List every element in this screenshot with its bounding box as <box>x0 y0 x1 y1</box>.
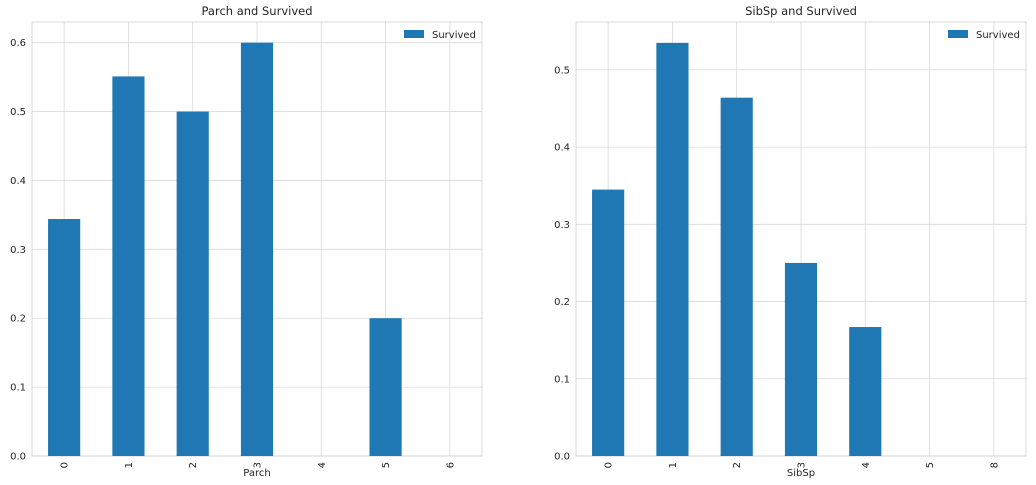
x-tick-label: 8 <box>989 462 1000 468</box>
y-tick-label: 0.6 <box>10 38 26 49</box>
x-tick-label: 3 <box>253 462 264 468</box>
x-tick-label: 3 <box>797 462 808 468</box>
y-tick-label: 0.2 <box>10 314 26 325</box>
x-axis-label: SibSp <box>787 468 815 479</box>
x-tick-label: 1 <box>668 462 679 468</box>
bar-sibsp-0 <box>592 189 625 456</box>
y-tick-label: 0.3 <box>10 245 26 256</box>
x-tick-label: 5 <box>925 462 936 468</box>
bar-sibsp-3 <box>784 262 818 456</box>
chart-parch: 0.0 0.1 0.2 0.3 0.4 0.5 0.6 0 1 2 3 4 5 6 Parch Parch a… <box>10 4 483 479</box>
bar-parch-3 <box>240 42 274 457</box>
legend-swatch <box>948 30 968 38</box>
x-tick-label: 0 <box>60 462 71 468</box>
bar-sibsp-4 <box>849 327 882 456</box>
legend-label: Survived <box>976 30 1020 41</box>
chart-title: Parch and Survived <box>202 4 313 18</box>
bar-parch-2 <box>176 111 209 457</box>
x-axis-label: Parch <box>243 468 270 479</box>
x-tick-label: 5 <box>381 462 392 468</box>
x-tick-label: 4 <box>861 462 872 468</box>
x-tick-label: 2 <box>188 462 199 468</box>
bar-parch-1 <box>112 76 145 456</box>
y-tick-label: 0.3 <box>554 220 570 231</box>
y-tick-label: 0.5 <box>554 65 570 76</box>
y-tick-label: 0.0 <box>554 452 570 463</box>
y-tick-label: 0.1 <box>554 374 570 385</box>
x-tick-label: 4 <box>317 462 328 468</box>
chart-sibsp: 0.0 0.1 0.2 0.3 0.4 0.5 0 1 2 3 4 5 8 SibSp SibSp and … <box>554 4 1027 479</box>
bar-sibsp-2 <box>720 97 753 456</box>
legend-swatch <box>404 30 424 38</box>
x-tick-label: 0 <box>604 462 615 468</box>
x-tick-label: 2 <box>732 462 743 468</box>
x-tick-label: 1 <box>124 462 135 468</box>
y-tick-label: 0.2 <box>554 297 570 308</box>
y-tick-label: 0.4 <box>554 143 570 154</box>
y-tick-label: 0.1 <box>10 383 26 394</box>
y-tick-label: 0.4 <box>10 176 26 187</box>
x-tick-label: 6 <box>445 462 456 468</box>
bar-parch-0 <box>48 219 81 456</box>
y-tick-label: 0.0 <box>10 452 26 463</box>
bar-sibsp-1 <box>656 42 689 457</box>
y-tick-label: 0.5 <box>10 107 26 118</box>
bar-parch-5 <box>369 318 402 456</box>
chart-title: SibSp and Survived <box>745 4 857 18</box>
legend-label: Survived <box>432 30 476 41</box>
